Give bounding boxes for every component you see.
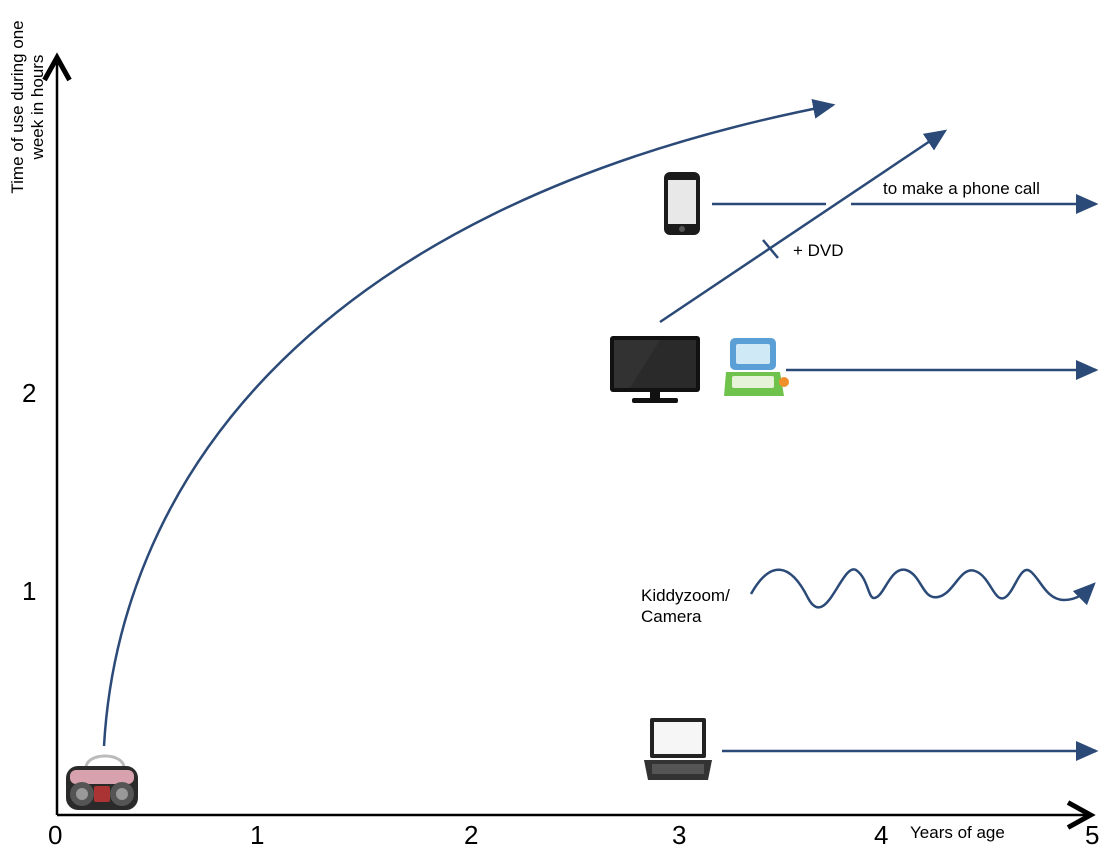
- x-tick-5: 5: [1085, 820, 1100, 850]
- radio-usage-curve: [102, 98, 836, 747]
- smartphone-icon: [664, 172, 700, 235]
- tv-icon: [610, 336, 700, 403]
- x-tick-1: 1: [250, 820, 265, 850]
- y-axis-label-line1: Time of use during one: [8, 20, 27, 194]
- tv-usage-line: [659, 129, 948, 324]
- y-tick-2: 2: [22, 378, 37, 408]
- x-tick-4: 4: [874, 820, 889, 850]
- kids-laptop-icon: [724, 338, 789, 396]
- dvd-annotation: + DVD: [793, 241, 844, 260]
- dvd-marker: [762, 239, 779, 259]
- laptop-icon: [644, 718, 712, 780]
- y-tick-1: 1: [22, 576, 37, 606]
- boombox-icon: [66, 754, 138, 810]
- y-axis-label-line2: week in hours: [28, 54, 48, 160]
- kiddyzoom-annotation: Kiddyzoom/ Camera: [641, 585, 730, 628]
- kiddyzoom-annotation-line1: Kiddyzoom/: [641, 586, 730, 605]
- x-tick-0: 0: [48, 820, 63, 850]
- x-axis-label: Years of age: [910, 823, 1005, 842]
- phone-call-annotation: to make a phone call: [883, 179, 1040, 198]
- kiddyzoom-usage-wave: [749, 568, 1096, 609]
- kiddyzoom-annotation-line2: Camera: [641, 607, 702, 627]
- x-tick-3: 3: [672, 820, 687, 850]
- x-tick-2: 2: [464, 820, 479, 850]
- y-axis-label: Time of use during one week in hours: [8, 0, 49, 217]
